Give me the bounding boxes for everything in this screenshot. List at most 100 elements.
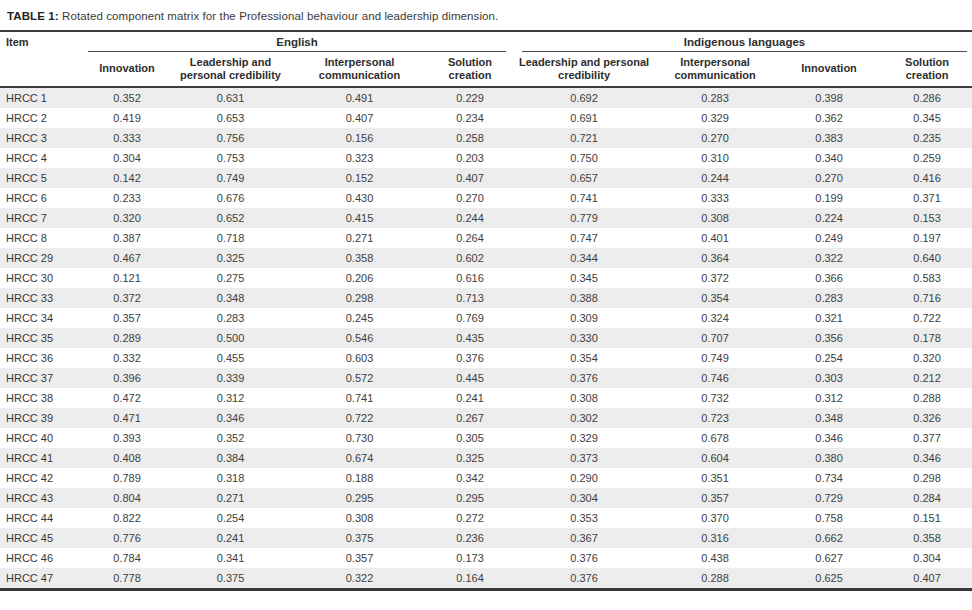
matrix-value-cell: 0.746	[654, 368, 776, 388]
table-row: HRCC 360.3320.4550.6030.3760.3540.7490.2…	[0, 348, 972, 368]
matrix-value-cell: 0.662	[776, 528, 882, 548]
column-header-en-leadership: Leadership and personal credibility	[168, 52, 293, 87]
matrix-value-cell: 0.241	[168, 528, 293, 548]
row-item-label: HRCC 47	[0, 568, 86, 590]
matrix-value-cell: 0.346	[776, 428, 882, 448]
matrix-value-cell: 0.367	[514, 528, 654, 548]
row-item-label: HRCC 33	[0, 288, 86, 308]
matrix-value-cell: 0.329	[514, 428, 654, 448]
matrix-value-cell: 0.804	[86, 488, 168, 508]
matrix-value-cell: 0.734	[776, 468, 882, 488]
matrix-value-cell: 0.304	[86, 148, 168, 168]
matrix-value-cell: 0.304	[882, 548, 972, 568]
matrix-value-cell: 0.372	[654, 268, 776, 288]
matrix-value-cell: 0.354	[654, 288, 776, 308]
matrix-value-cell: 0.312	[776, 388, 882, 408]
matrix-value-cell: 0.320	[86, 208, 168, 228]
column-header-en-interpersonal: Interpersonal communication	[293, 52, 426, 87]
matrix-value-cell: 0.676	[168, 188, 293, 208]
matrix-value-cell: 0.326	[882, 408, 972, 428]
table-row: HRCC 300.1210.2750.2060.6160.3450.3720.3…	[0, 268, 972, 288]
matrix-value-cell: 0.332	[86, 348, 168, 368]
matrix-value-cell: 0.303	[776, 368, 882, 388]
row-item-label: HRCC 38	[0, 388, 86, 408]
matrix-value-cell: 0.310	[654, 148, 776, 168]
table-row: HRCC 10.3520.6310.4910.2290.6920.2830.39…	[0, 87, 972, 108]
matrix-value-cell: 0.320	[882, 348, 972, 368]
row-item-label: HRCC 29	[0, 248, 86, 268]
paper-page: TABLE 1: Rotated component matrix for th…	[0, 9, 972, 591]
matrix-value-cell: 0.758	[776, 508, 882, 528]
matrix-value-cell: 0.346	[882, 448, 972, 468]
matrix-value-cell: 0.370	[654, 508, 776, 528]
matrix-value-cell: 0.784	[86, 548, 168, 568]
matrix-value-cell: 0.212	[882, 368, 972, 388]
matrix-value-cell: 0.491	[293, 87, 426, 108]
row-item-label: HRCC 41	[0, 448, 86, 468]
matrix-value-cell: 0.364	[654, 248, 776, 268]
matrix-value-cell: 0.325	[426, 448, 514, 468]
matrix-value-cell: 0.401	[654, 228, 776, 248]
column-header-in-leadership: Leadership and personal credibility	[514, 52, 654, 87]
matrix-value-cell: 0.357	[86, 308, 168, 328]
matrix-value-cell: 0.341	[168, 548, 293, 568]
row-item-label: HRCC 8	[0, 228, 86, 248]
column-header-in-innovation: Innovation	[776, 52, 882, 87]
matrix-value-cell: 0.333	[654, 188, 776, 208]
matrix-value-cell: 0.718	[168, 228, 293, 248]
table-row: HRCC 80.3870.7180.2710.2640.7470.4010.24…	[0, 228, 972, 248]
matrix-value-cell: 0.602	[426, 248, 514, 268]
matrix-value-cell: 0.305	[426, 428, 514, 448]
matrix-value-cell: 0.707	[654, 328, 776, 348]
group-header-english: English	[86, 31, 514, 52]
matrix-value-cell: 0.822	[86, 508, 168, 528]
matrix-value-cell: 0.716	[882, 288, 972, 308]
matrix-value-cell: 0.241	[426, 388, 514, 408]
table-row: HRCC 450.7760.2410.3750.2360.3670.3160.6…	[0, 528, 972, 548]
matrix-value-cell: 0.747	[514, 228, 654, 248]
matrix-value-cell: 0.142	[86, 168, 168, 188]
matrix-value-cell: 0.330	[514, 328, 654, 348]
matrix-value-cell: 0.691	[514, 108, 654, 128]
matrix-value-cell: 0.271	[293, 228, 426, 248]
group-header-indigenous-label: Indigenous languages	[522, 36, 967, 52]
matrix-value-cell: 0.340	[776, 148, 882, 168]
matrix-value-cell: 0.153	[882, 208, 972, 228]
column-header-in-interpersonal: Interpersonal communication	[654, 52, 776, 87]
sub-header-row: Innovation Leadership and personal credi…	[0, 52, 972, 87]
matrix-value-cell: 0.393	[86, 428, 168, 448]
row-item-label: HRCC 35	[0, 328, 86, 348]
matrix-value-cell: 0.283	[168, 308, 293, 328]
matrix-value-cell: 0.308	[514, 388, 654, 408]
row-item-label: HRCC 2	[0, 108, 86, 128]
matrix-value-cell: 0.749	[654, 348, 776, 368]
matrix-value-cell: 0.358	[882, 528, 972, 548]
table-row: HRCC 410.4080.3840.6740.3250.3730.6040.3…	[0, 448, 972, 468]
matrix-value-cell: 0.438	[654, 548, 776, 568]
row-item-label: HRCC 45	[0, 528, 86, 548]
matrix-value-cell: 0.164	[426, 568, 514, 590]
table-row: HRCC 50.1420.7490.1520.4070.6570.2440.27…	[0, 168, 972, 188]
matrix-value-cell: 0.354	[514, 348, 654, 368]
matrix-value-cell: 0.295	[293, 488, 426, 508]
matrix-value-cell: 0.288	[882, 388, 972, 408]
matrix-value-cell: 0.472	[86, 388, 168, 408]
matrix-value-cell: 0.375	[293, 528, 426, 548]
matrix-value-cell: 0.156	[293, 128, 426, 148]
matrix-value-cell: 0.235	[882, 128, 972, 148]
matrix-value-cell: 0.229	[426, 87, 514, 108]
table-row: HRCC 370.3960.3390.5720.4450.3760.7460.3…	[0, 368, 972, 388]
matrix-value-cell: 0.224	[776, 208, 882, 228]
matrix-value-cell: 0.258	[426, 128, 514, 148]
matrix-value-cell: 0.357	[293, 548, 426, 568]
matrix-value-cell: 0.298	[882, 468, 972, 488]
matrix-value-cell: 0.467	[86, 248, 168, 268]
table-row: HRCC 470.7780.3750.3220.1640.3760.2880.6…	[0, 568, 972, 590]
matrix-value-cell: 0.244	[426, 208, 514, 228]
matrix-value-cell: 0.290	[514, 468, 654, 488]
matrix-value-cell: 0.416	[882, 168, 972, 188]
matrix-value-cell: 0.324	[654, 308, 776, 328]
matrix-value-cell: 0.445	[426, 368, 514, 388]
table-body: HRCC 10.3520.6310.4910.2290.6920.2830.39…	[0, 87, 972, 590]
matrix-value-cell: 0.756	[168, 128, 293, 148]
